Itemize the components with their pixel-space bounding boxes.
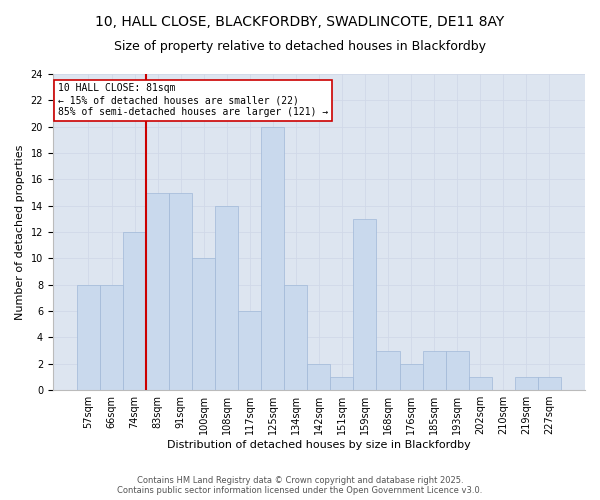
Text: Size of property relative to detached houses in Blackfordby: Size of property relative to detached ho… [114,40,486,53]
Bar [215,206,238,390]
Text: 10, HALL CLOSE, BLACKFORDBY, SWADLINCOTE, DE11 8AY: 10, HALL CLOSE, BLACKFORDBY, SWADLINCOTE… [95,15,505,29]
Bar [331,377,353,390]
Bar [353,219,376,390]
Bar [446,350,469,390]
X-axis label: Distribution of detached houses by size in Blackfordby: Distribution of detached houses by size … [167,440,471,450]
Bar [515,377,538,390]
Bar [123,232,146,390]
Bar [469,377,491,390]
Text: Contains HM Land Registry data © Crown copyright and database right 2025.
Contai: Contains HM Land Registry data © Crown c… [118,476,482,495]
Bar [169,192,192,390]
Bar [192,258,215,390]
Bar [238,311,261,390]
Bar [284,284,307,390]
Bar [376,350,400,390]
Bar [538,377,561,390]
Bar [146,192,169,390]
Bar [422,350,446,390]
Y-axis label: Number of detached properties: Number of detached properties [15,144,25,320]
Bar [307,364,331,390]
Bar [400,364,422,390]
Bar [100,284,123,390]
Bar [77,284,100,390]
Bar [261,126,284,390]
Text: 10 HALL CLOSE: 81sqm
← 15% of detached houses are smaller (22)
85% of semi-detac: 10 HALL CLOSE: 81sqm ← 15% of detached h… [58,84,328,116]
